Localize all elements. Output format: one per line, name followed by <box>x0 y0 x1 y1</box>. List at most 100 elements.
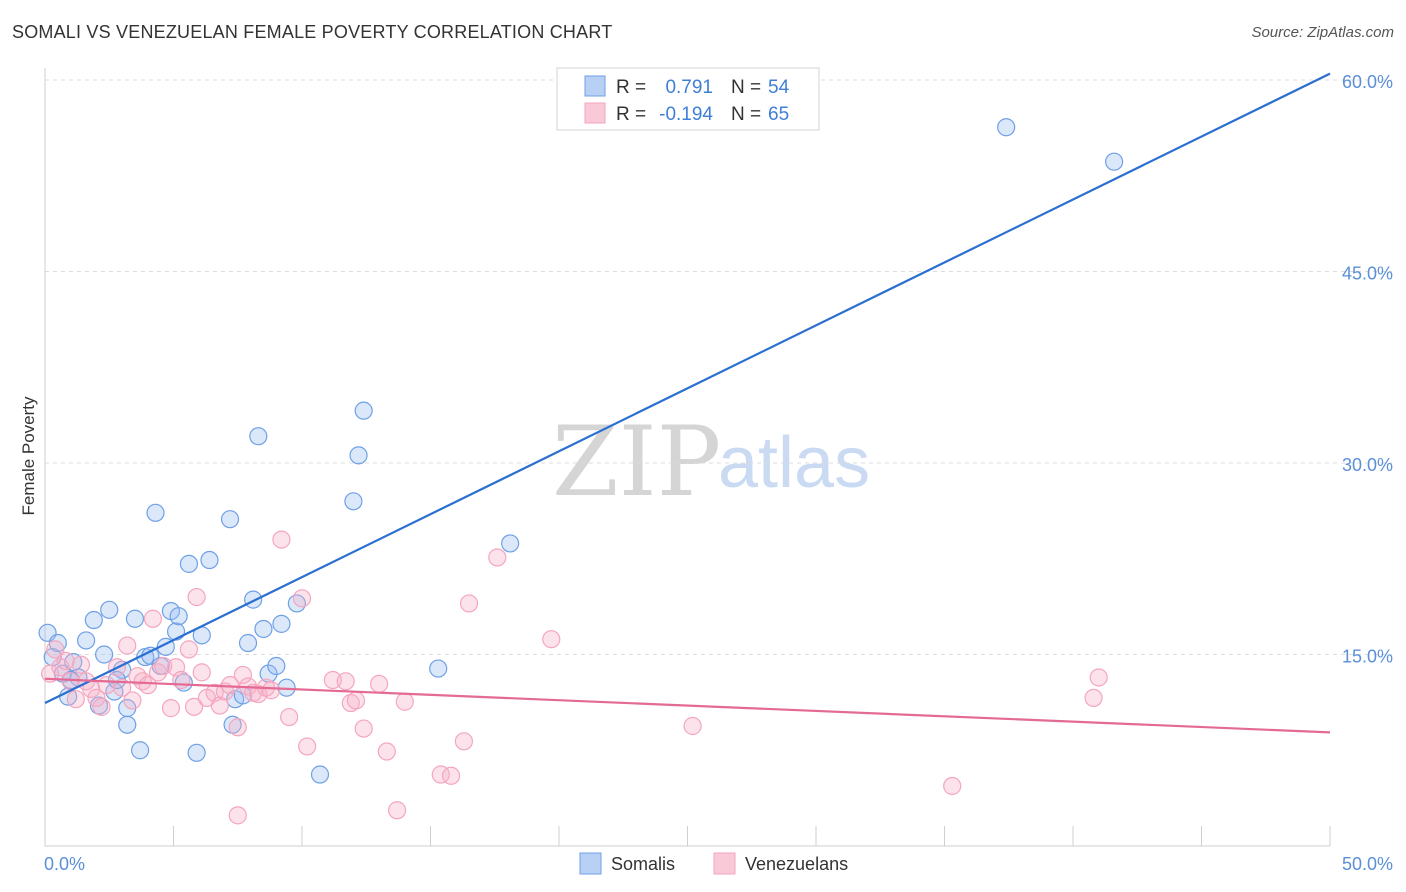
point-venezuelans <box>377 742 396 761</box>
series-legend-swatch-somalis <box>579 852 602 875</box>
trend-lines <box>44 72 1331 734</box>
point-venezuelans <box>192 663 211 682</box>
point-somalis <box>344 492 363 511</box>
point-venezuelans <box>228 806 247 825</box>
point-venezuelans <box>161 699 181 718</box>
chart-title: SOMALI VS VENEZUELAN FEMALE POVERTY CORR… <box>12 22 613 42</box>
point-somalis <box>130 741 150 760</box>
point-venezuelans <box>56 651 75 670</box>
point-somalis <box>146 503 165 522</box>
point-venezuelans <box>370 674 389 693</box>
trend-line-somalis <box>44 72 1331 705</box>
point-somalis <box>223 715 242 734</box>
legend-n-label-2: N = <box>731 104 761 125</box>
point-somalis <box>100 600 119 619</box>
point-somalis <box>267 656 286 676</box>
y-tick-label: 30.0% <box>1342 455 1393 475</box>
point-venezuelans <box>441 766 461 785</box>
legend-swatch-somalis <box>584 75 606 97</box>
point-venezuelans <box>459 594 479 613</box>
point-venezuelans <box>228 718 247 737</box>
point-somalis <box>272 614 291 633</box>
legend-n-value-2: 65 <box>768 104 789 125</box>
y-tick-labels: 15.0% 30.0% 45.0% 60.0% <box>1342 72 1393 667</box>
point-venezuelans <box>118 636 137 655</box>
point-venezuelans <box>123 691 142 710</box>
legend-r-label-2: R = <box>616 104 646 125</box>
point-somalis <box>77 631 96 650</box>
point-venezuelans <box>184 697 204 716</box>
point-somalis <box>220 510 240 529</box>
point-somalis <box>95 645 114 664</box>
point-venezuelans <box>71 655 91 674</box>
point-venezuelans <box>542 630 561 649</box>
point-venezuelans <box>298 737 317 756</box>
point-somalis <box>179 554 199 573</box>
point-venezuelans <box>1084 688 1103 708</box>
point-somalis <box>501 534 520 553</box>
point-venezuelans <box>92 697 111 716</box>
legend-n-label-1: N = <box>731 77 761 98</box>
gridlines <box>45 79 1392 655</box>
point-somalis <box>244 590 263 609</box>
point-venezuelans <box>395 692 414 711</box>
y-tick-label: 15.0% <box>1342 647 1393 667</box>
point-venezuelans <box>97 676 116 695</box>
legend-swatch-venezuelans <box>584 102 606 124</box>
point-venezuelans <box>179 640 199 659</box>
point-somalis <box>354 401 373 420</box>
point-venezuelans <box>172 670 191 690</box>
series-legend-label-venezuelans: Venezuelans <box>745 854 848 874</box>
legend-n-value-1: 54 <box>768 77 790 98</box>
point-venezuelans <box>488 548 507 567</box>
x-tick-label-max: 50.0% <box>1342 854 1393 874</box>
stats-legend: R = 0.791 N = 54 R = -0.194 N = 65 <box>556 67 820 131</box>
point-venezuelans <box>46 640 65 659</box>
point-somalis <box>118 715 137 734</box>
point-somalis <box>254 619 273 639</box>
point-venezuelans <box>272 530 291 549</box>
point-venezuelans <box>187 587 206 607</box>
point-venezuelans <box>210 696 229 715</box>
point-venezuelans <box>87 688 106 708</box>
series-legend-swatch-venezuelans <box>713 852 736 875</box>
x-ticks <box>44 826 1331 846</box>
series-legend: Somalis Venezuelans <box>579 852 848 875</box>
point-venezuelans <box>341 693 360 713</box>
point-venezuelans <box>1089 668 1108 687</box>
point-somalis <box>166 622 186 641</box>
source-credit: Source: ZipAtlas.com <box>1251 24 1394 41</box>
y-axis-title: Female Poverty <box>19 396 38 516</box>
series-legend-label-somalis: Somalis <box>611 854 675 874</box>
point-venezuelans <box>292 589 312 608</box>
legend-r-value-2: -0.194 <box>659 104 713 125</box>
trend-line-venezuelans <box>44 677 1331 734</box>
point-venezuelans <box>336 672 355 691</box>
point-venezuelans <box>143 609 163 628</box>
y-tick-label: 60.0% <box>1342 72 1393 92</box>
point-somalis <box>1105 152 1124 171</box>
legend-r-label-1: R = <box>616 77 646 98</box>
point-somalis <box>310 765 330 784</box>
point-somalis <box>174 673 193 692</box>
point-somalis <box>249 427 268 446</box>
point-venezuelans <box>346 691 366 710</box>
point-venezuelans <box>128 667 147 686</box>
point-somalis <box>84 610 103 630</box>
point-somalis <box>349 446 368 465</box>
point-venezuelans <box>454 732 474 751</box>
point-venezuelans <box>354 719 373 738</box>
legend-r-value-1: 0.791 <box>665 77 713 98</box>
point-somalis <box>287 594 306 613</box>
point-somalis <box>238 633 258 653</box>
point-venezuelans <box>943 776 962 796</box>
point-venezuelans <box>233 665 252 685</box>
point-somalis <box>997 118 1016 137</box>
data-points <box>38 118 1124 825</box>
point-venezuelans <box>387 801 407 820</box>
point-somalis <box>187 743 206 762</box>
point-somalis <box>200 550 219 570</box>
point-somalis <box>125 609 145 628</box>
point-venezuelans <box>683 716 702 736</box>
